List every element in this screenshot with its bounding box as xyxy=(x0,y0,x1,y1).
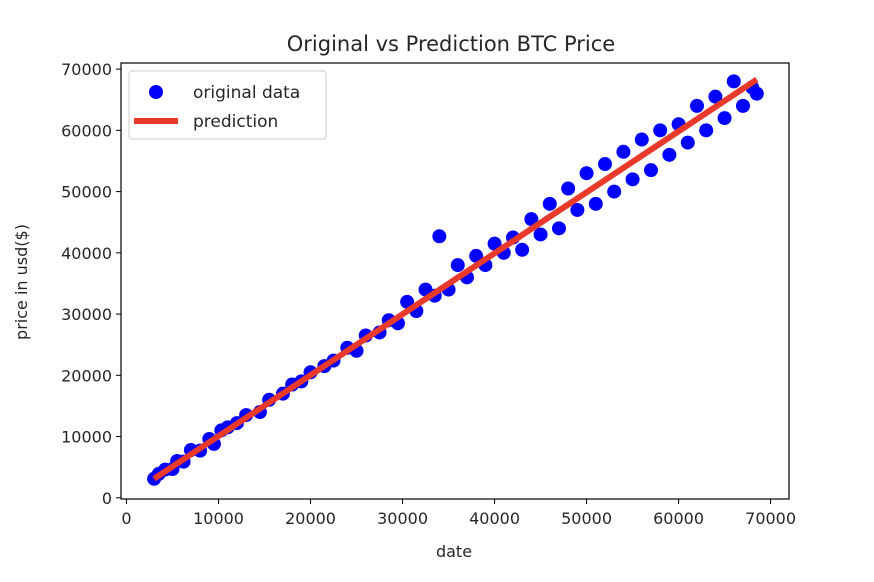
data-point xyxy=(432,229,447,244)
data-point xyxy=(579,166,594,181)
data-point xyxy=(680,135,695,150)
data-point xyxy=(708,89,723,104)
x-tick-label: 20000 xyxy=(285,509,336,528)
data-point xyxy=(542,196,557,211)
data-point xyxy=(551,221,566,236)
data-point xyxy=(643,163,658,178)
prediction-line xyxy=(152,77,759,482)
legend-label: prediction xyxy=(193,112,278,132)
x-tick-label: 50000 xyxy=(561,509,612,528)
legend-marker-original xyxy=(149,85,163,99)
data-point xyxy=(749,86,764,101)
data-point xyxy=(616,144,631,159)
data-point xyxy=(607,184,622,199)
y-tick-label: 40000 xyxy=(61,244,112,263)
data-point xyxy=(653,123,668,138)
data-point xyxy=(662,147,677,162)
y-tick-label: 0 xyxy=(102,489,112,508)
axes: 0 10000 20000 30000 40000 50000 60000 70000 0 100… xyxy=(61,60,796,528)
x-tick-label: 0 xyxy=(121,509,131,528)
data-point xyxy=(570,202,585,217)
axes-frame xyxy=(120,62,790,500)
data-point xyxy=(561,181,576,196)
data-point xyxy=(450,258,465,273)
chart-title: Original vs Prediction BTC Price xyxy=(287,32,615,56)
y-tick-label: 50000 xyxy=(61,183,112,202)
data-point xyxy=(717,111,732,126)
data-point xyxy=(699,123,714,138)
y-tick-label: 70000 xyxy=(61,60,112,79)
x-tick-label: 10000 xyxy=(193,509,244,528)
x-axis-label: date xyxy=(436,542,472,561)
data-point xyxy=(469,248,484,263)
data-point xyxy=(634,132,649,147)
data-point xyxy=(524,212,539,227)
legend: original data prediction xyxy=(128,70,327,140)
data-point xyxy=(625,172,640,187)
data-point xyxy=(597,157,612,172)
data-point xyxy=(689,98,704,113)
legend-label: original data xyxy=(193,83,300,103)
data-point xyxy=(487,236,502,251)
data-point xyxy=(533,227,548,242)
x-tick-label: 40000 xyxy=(469,509,520,528)
data-point xyxy=(588,196,603,211)
x-tick-label: 30000 xyxy=(377,509,428,528)
x-tick-label: 70000 xyxy=(745,509,796,528)
legend-box xyxy=(128,70,327,140)
x-tick-label: 60000 xyxy=(653,509,704,528)
y-tick-label: 60000 xyxy=(61,121,112,140)
data-point xyxy=(726,74,741,89)
plot-area xyxy=(147,74,764,486)
data-point xyxy=(515,242,530,257)
y-axis-label: price in usd($) xyxy=(12,224,31,340)
y-tick-label: 20000 xyxy=(61,366,112,385)
data-point xyxy=(735,98,750,113)
y-tick-label: 10000 xyxy=(61,428,112,447)
y-tick-label: 30000 xyxy=(61,305,112,324)
